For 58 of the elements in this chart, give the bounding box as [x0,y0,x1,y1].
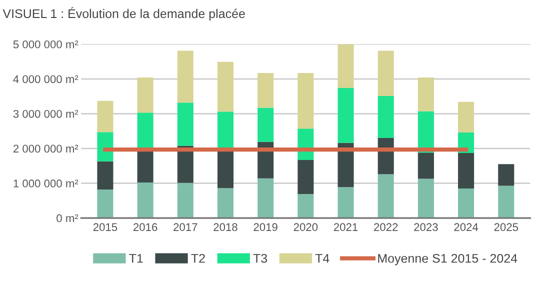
legend-label: T2 [191,254,205,263]
bar [137,78,154,113]
x-tick-label: 2018 [214,223,238,232]
bar [378,174,394,218]
bar [177,146,194,183]
bar [298,160,314,194]
y-tick-label: 0 m² [56,214,78,222]
bar [97,190,114,218]
bar [338,88,354,143]
y-tick-label: 3 000 000 m² [13,110,78,118]
x-tick-label: 2025 [494,223,518,232]
y-tick-label: 2 000 000 m² [13,144,78,153]
bar [418,78,434,112]
x-tick-label: 2021 [334,223,358,232]
bar [338,142,354,188]
bar [258,108,274,142]
legend-label: T4 [315,254,330,263]
bar [137,182,154,218]
bar [458,188,474,218]
y-tick-label: 5 000 000 m² [13,40,78,48]
bar [217,188,234,218]
bar [498,164,514,186]
bar [418,178,434,218]
bar [177,50,194,103]
chart-title: VISUEL 1 : Évolution de la demande placée [2,7,245,21]
bar [338,44,354,88]
bar [378,96,394,138]
bar [378,50,394,96]
x-tick-label: 2023 [414,223,438,232]
bar [298,194,314,218]
bar [298,73,314,129]
x-tick-label: 2016 [134,223,158,232]
bar [97,100,114,132]
bar [418,152,434,179]
bar [217,150,234,188]
y-tick-label: 4 000 000 m² [13,75,78,84]
bar [177,182,194,218]
bar [258,178,274,218]
x-tick-label: 2022 [374,223,398,232]
legend-label: T3 [253,254,268,263]
legend-label: Moyenne S1 2015 - 2024 [378,254,518,266]
x-tick-label: 2024 [454,223,478,232]
x-tick-label: 2017 [174,223,198,232]
bar [97,161,114,190]
x-tick-label: 2019 [254,223,278,232]
bar [177,102,194,146]
bar [458,153,474,188]
bar [97,132,114,162]
bar [498,186,514,218]
legend-label: T1 [129,254,143,263]
bar [338,187,354,218]
bar [258,73,274,108]
bar [137,150,154,183]
x-tick-label: 2020 [294,223,318,232]
bar [217,62,234,112]
x-tick-label: 2015 [93,223,118,232]
y-tick-label: 1 000 000 m² [14,180,78,188]
bar [458,102,474,132]
